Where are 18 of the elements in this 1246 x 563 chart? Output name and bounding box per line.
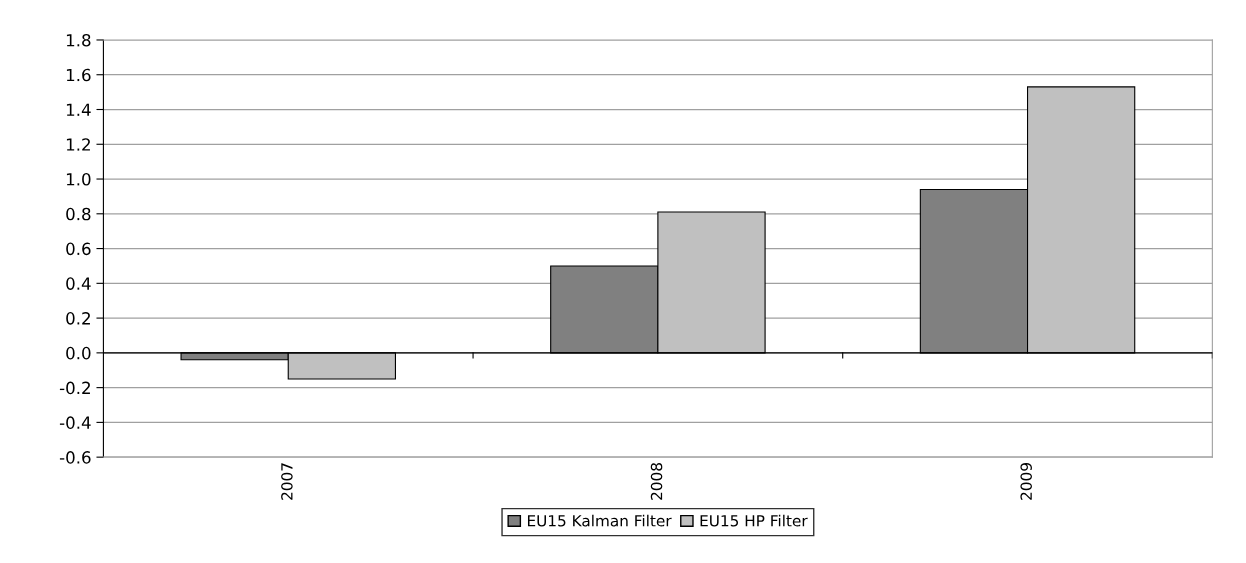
y-tick-label: 0.4 — [66, 277, 91, 290]
y-tick-label: 1.6 — [66, 68, 91, 82]
y-tick-label: -0.6 — [59, 451, 91, 464]
y-tick-label: 1.8 — [66, 33, 91, 47]
y-tick-label: -0.2 — [59, 381, 90, 395]
y-tick-label: 0.6 — [66, 242, 91, 256]
x-tick-label: 2007 — [281, 463, 293, 500]
x-tick-label: 2008 — [650, 463, 663, 500]
x-tick-label: 2009 — [1020, 463, 1032, 500]
y-tick-label: -0.4 — [59, 416, 91, 429]
y-tick-label: 0.2 — [66, 312, 90, 325]
legend-label: EU15 HP Filter — [700, 514, 808, 527]
y-tick-label: 0.8 — [66, 207, 91, 221]
y-tick-label: 0.0 — [66, 346, 91, 360]
legend-label: EU15 Kalman Filter — [527, 514, 672, 527]
y-tick-label: 1.4 — [66, 103, 91, 116]
y-tick-label: 1.2 — [66, 138, 90, 151]
y-tick-label: 1.0 — [66, 173, 91, 186]
